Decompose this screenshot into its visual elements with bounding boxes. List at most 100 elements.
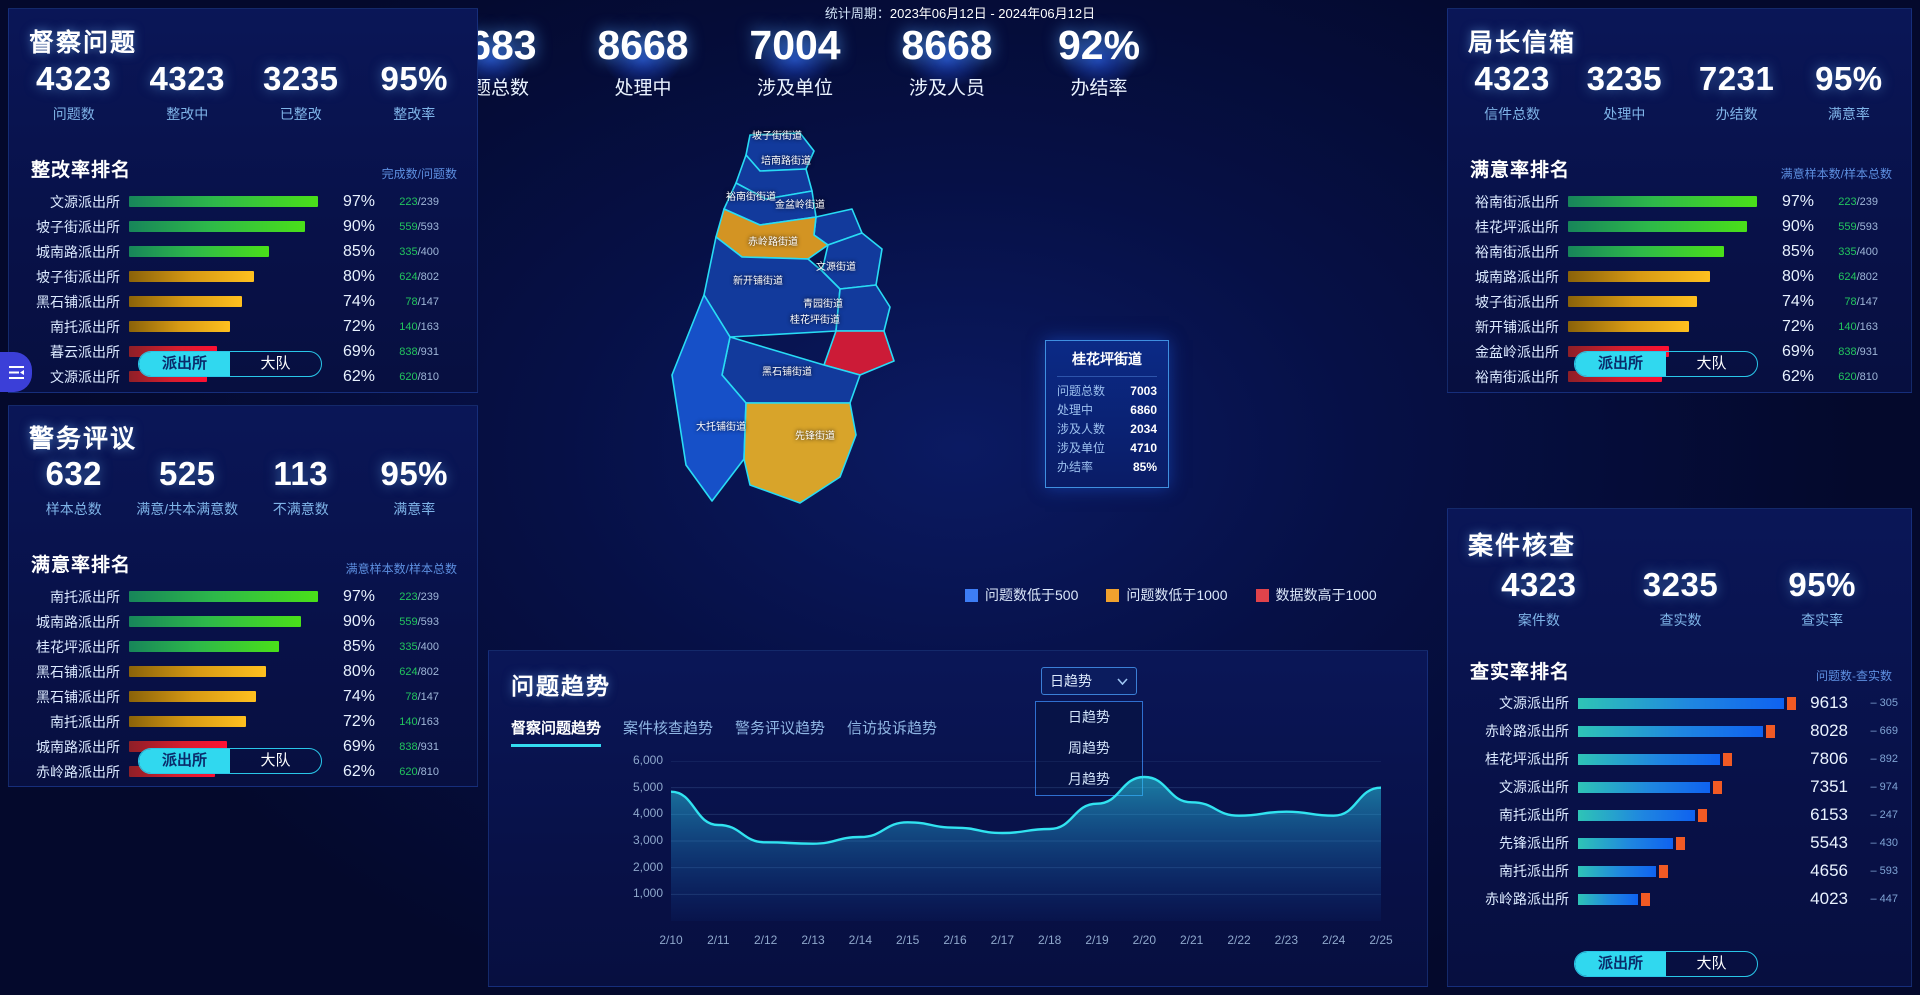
ranking-row-track (129, 716, 324, 727)
kpi-value: 113 (273, 455, 329, 492)
ranking-row-fraction: 78/147 (1844, 295, 1878, 308)
toggle-option-station[interactable]: 派出所 (1575, 352, 1666, 376)
trend-period-dropdown[interactable]: 日趋势 (1041, 667, 1137, 695)
toggle-option-station[interactable]: 派出所 (139, 352, 230, 376)
ranking-row-percent: 62% (342, 762, 375, 780)
chart-series-line (671, 775, 1381, 845)
rank-header: 满意率排名 满意样本数/样本总数 (31, 550, 457, 577)
dropdown-option-week[interactable]: 周趋势 (1068, 740, 1110, 756)
tab-police-review-trend[interactable]: 警务评议趋势 (735, 720, 826, 737)
case-audit-row-marker (1712, 780, 1722, 794)
tab-supervision-trend[interactable]: 督察问题趋势 (511, 717, 602, 747)
case-audit-row-value: 6153 (1810, 805, 1848, 824)
chart-x-tick-label: 2/10 (659, 933, 683, 947)
center-kpi-label: 处理中 (614, 78, 672, 99)
map-region-qingyuan[interactable] (835, 284, 891, 332)
scope-toggle[interactable]: 派出所 大队 (1574, 351, 1758, 377)
case-audit-row: 桂花坪派出所 7806 – 892 (1466, 745, 1898, 773)
toggle-option-brigade[interactable]: 大队 (260, 752, 291, 769)
ranking-row-name: 金盆岭派出所 (1475, 343, 1559, 360)
case-audit-row-name: 文源派出所 (1499, 779, 1569, 795)
ranking-row-bar (1568, 221, 1748, 232)
panel-title: 局长信箱 (1468, 29, 1577, 57)
trend-period-dropdown-menu[interactable]: 日趋势 周趋势 月趋势 (1035, 701, 1143, 796)
ranking-row-name: 黑石铺派出所 (36, 688, 120, 705)
legend-label: 问题数低于1000 (1126, 587, 1228, 603)
map-region-label: 赤岭路街道 (748, 237, 798, 248)
ranking-row-fraction: 223/239 (399, 590, 439, 603)
case-audit-row-name: 赤岭路派出所 (1485, 723, 1569, 739)
map-tooltip-key: 涉及人数 (1057, 422, 1106, 436)
police-review-kpis: 632 样本总数 525 满意/共本满意数 113 不满意数 95% 满意率 (17, 455, 471, 519)
map-tooltip-row: 办结率 85% (1057, 458, 1157, 477)
ranking-row-name: 裕南街派出所 (1475, 243, 1559, 260)
dropdown-option-day[interactable]: 日趋势 (1068, 709, 1110, 725)
toggle-option-brigade[interactable]: 大队 (1696, 955, 1727, 972)
toggle-option-station[interactable]: 派出所 (1575, 952, 1666, 976)
ranking-row-track (129, 196, 324, 207)
kpi-value: 4323 (1501, 566, 1577, 603)
scope-toggle[interactable]: 派出所 大队 (1574, 951, 1758, 977)
ranking-row-track (1568, 321, 1763, 332)
kpi-item: 4323 整改中 (131, 60, 245, 124)
ranking-row: 南托派出所 97% 223/239 (25, 584, 465, 609)
case-audit-row-marker (1675, 836, 1685, 850)
tab-complaint-trend[interactable]: 信访投诉趋势 (847, 720, 938, 737)
ranking-row-bar (1568, 321, 1689, 332)
case-audit-row-track (1578, 836, 1784, 850)
case-audit-row: 先锋派出所 5543 – 430 (1466, 829, 1898, 857)
case-audit-row-track (1578, 808, 1784, 822)
legend-swatch-red (1255, 589, 1269, 602)
case-audit-row-track (1578, 864, 1784, 878)
kpi-label: 处理中 (1603, 106, 1646, 123)
case-audit-row-bar (1578, 865, 1657, 877)
case-audit-row-value: 4656 (1810, 861, 1848, 880)
chart-x-tick-label: 2/16 (943, 933, 967, 947)
tab-case-audit-trend[interactable]: 案件核查趋势 (623, 720, 714, 737)
chart-y-tick-label: 1,000 (632, 886, 663, 901)
ranking-row-percent: 74% (342, 687, 375, 705)
map-tooltip-value: 4710 (1130, 441, 1157, 455)
toggle-option-brigade[interactable]: 大队 (260, 355, 291, 372)
dropdown-option-month[interactable]: 月趋势 (1068, 771, 1110, 787)
case-audit-row-value: 7806 (1810, 749, 1848, 768)
case-audit-row-name: 文源派出所 (1499, 695, 1569, 711)
ranking-row-percent: 80% (1781, 267, 1814, 285)
district-map[interactable] (600, 125, 1020, 555)
kpi-item: 4323 信件总数 (1456, 60, 1568, 124)
toggle-option-brigade[interactable]: 大队 (1696, 355, 1727, 372)
case-audit-row-marker (1640, 892, 1650, 906)
sidebar-menu-button[interactable] (0, 352, 32, 392)
rank-header: 满意率排名 满意样本数/样本总数 (1470, 155, 1892, 182)
map-tooltip-key: 办结率 (1057, 460, 1094, 474)
map-region-xianfeng[interactable] (743, 402, 857, 504)
ranking-row-name: 文源派出所 (50, 368, 120, 385)
ranking-row-bar (129, 321, 231, 332)
ranking-row-fraction: 620/810 (1838, 370, 1878, 383)
ranking-row-fraction: 624/802 (399, 665, 439, 678)
case-audit-row-bar (1578, 809, 1696, 821)
ranking-row-percent: 69% (342, 737, 375, 755)
ranking-row-fraction: 559/593 (399, 615, 439, 628)
ranking-row-bar (129, 691, 256, 702)
chart-x-tick-label: 2/15 (895, 933, 920, 947)
case-audit-row-bar (1578, 893, 1638, 905)
ranking-row-percent: 85% (342, 242, 375, 260)
map-region-label: 先锋街道 (795, 431, 835, 442)
rank-header: 查实率排名 问题数-查实数 (1470, 657, 1892, 684)
map-tooltip-row: 问题总数 7003 (1057, 382, 1157, 401)
scope-toggle[interactable]: 派出所 大队 (138, 351, 322, 377)
trend-tabs[interactable]: 督察问题趋势 案件核查趋势 警务评议趋势 信访投诉趋势 (511, 717, 937, 747)
chart-x-tick-label: 2/24 (1321, 933, 1346, 947)
ranking-row-fraction: 223/239 (399, 195, 439, 208)
map-region-guihuaping[interactable] (823, 330, 895, 376)
ranking-row-bar (129, 741, 227, 752)
scope-toggle[interactable]: 派出所 大队 (138, 748, 322, 774)
case-audit-row: 赤岭路派出所 4023 – 447 (1466, 885, 1898, 913)
map-tooltip-key: 问题总数 (1057, 384, 1106, 398)
chart-y-tick-label: 4,000 (632, 806, 663, 821)
toggle-option-station[interactable]: 派出所 (139, 749, 230, 773)
ranking-row: 新开铺派出所 72% 140/163 (1464, 314, 1900, 339)
kpi-item: 95% 查实率 (1751, 566, 1893, 630)
kpi-item: 113 不满意数 (244, 455, 358, 519)
